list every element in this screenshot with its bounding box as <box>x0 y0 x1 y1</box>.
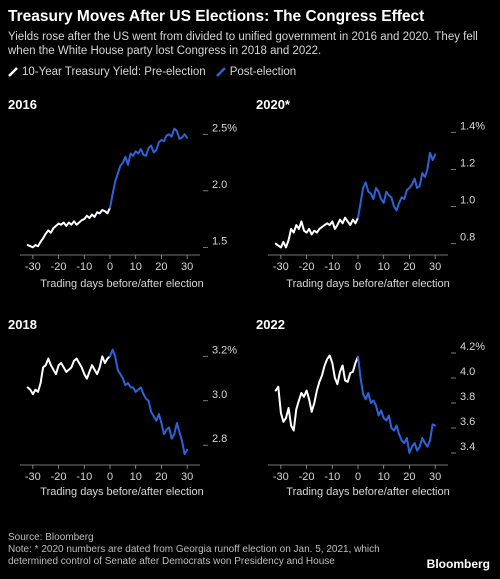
y-tick-label: 3.0 <box>212 389 227 401</box>
xlabel-2018: Trading days before/after election <box>40 486 204 498</box>
panel-title-2018: 2018 <box>8 317 37 332</box>
x-tick-label: 10 <box>378 261 390 273</box>
x-tick-label: -10 <box>76 261 92 273</box>
chart-2020: -30 -20 -10 0 10 20 30 0.8 1.0 1.2 1.4% <box>268 120 485 273</box>
y-tick-label: 3.6 <box>460 416 475 428</box>
y-tick-label: 0.8 <box>460 232 475 244</box>
series-line-post-election <box>109 127 189 209</box>
x-tick-label: -30 <box>273 471 289 483</box>
panel-title-2020: 2020* <box>256 97 290 112</box>
x-tick-label: -20 <box>51 471 67 483</box>
y-tick-label: 4.2% <box>460 341 485 353</box>
y-tick-label: 1.5 <box>212 235 227 247</box>
footnote: Note: * 2020 numbers are dated from Geor… <box>8 544 380 567</box>
xlabel-2016: Trading days before/after election <box>40 278 204 290</box>
y-tick-label: 4.0 <box>460 366 475 378</box>
legend-post-label: Post-election <box>229 66 297 78</box>
panel-title-2022: 2022 <box>256 317 285 332</box>
legend-item-post: Post-election <box>215 66 297 78</box>
xlabel-2020: Trading days before/after election <box>286 278 450 290</box>
x-tick-label: 0 <box>355 471 361 483</box>
chart-2022: -30 -20 -10 0 10 20 30 3.4 3.6 3.8 4.0 4.2% <box>268 341 485 483</box>
x-tick-label: 0 <box>355 261 361 273</box>
chart-title: Treasury Moves After US Elections: The C… <box>8 8 425 25</box>
x-tick-label: -20 <box>299 471 315 483</box>
x-tick-label: 0 <box>107 471 113 483</box>
series-line-pre-election <box>274 354 359 432</box>
y-tick-label: 3.8 <box>460 391 475 403</box>
x-tick-label: 30 <box>429 261 441 273</box>
series-line-post-election <box>357 355 437 454</box>
x-tick-label: 30 <box>181 471 193 483</box>
y-tick-label: 3.2% <box>212 344 237 356</box>
x-tick-label: 20 <box>155 471 167 483</box>
x-tick-label: 20 <box>155 261 167 273</box>
x-tick-label: 0 <box>107 261 113 273</box>
series-line-pre-election <box>274 216 359 249</box>
x-tick-label: 20 <box>403 471 415 483</box>
x-tick-label: 30 <box>181 261 193 273</box>
x-tick-label: -20 <box>299 261 315 273</box>
y-tick-label: 1.0 <box>460 195 475 207</box>
chart-2016: -30 -20 -10 0 10 20 30 1.5 2.0 2.5% <box>20 122 237 273</box>
series-line-pre-election <box>26 206 111 249</box>
source-note: Source: Bloomberg <box>8 532 94 543</box>
chart-2018: -30 -20 -10 0 10 20 30 2.8 3.0 3.2% <box>20 344 237 483</box>
legend: 10-Year Treasury Yield: Pre-election Pos… <box>8 66 306 78</box>
panel-title-2016: 2016 <box>8 97 37 112</box>
series-line-post-election <box>357 151 437 219</box>
xlabel-2022: Trading days before/after election <box>286 486 450 498</box>
legend-item-pre: 10-Year Treasury Yield: Pre-election <box>8 66 206 78</box>
y-tick-label: 1.2 <box>460 157 475 169</box>
x-tick-label: -20 <box>51 261 67 273</box>
y-tick-label: 2.8 <box>212 433 227 445</box>
y-tick-label: 1.4% <box>460 120 485 132</box>
bloomberg-logo: Bloomberg <box>426 557 490 571</box>
x-tick-label: 10 <box>130 261 142 273</box>
x-tick-label: -30 <box>273 261 289 273</box>
series-line-pre-election <box>26 355 111 396</box>
x-tick-label: 30 <box>429 471 441 483</box>
legend-pre-swatch-icon <box>8 67 18 77</box>
x-tick-label: -10 <box>324 261 340 273</box>
x-tick-label: -10 <box>324 471 340 483</box>
x-tick-label: 10 <box>378 471 390 483</box>
x-tick-label: -10 <box>76 471 92 483</box>
y-tick-label: 2.0 <box>212 179 227 191</box>
x-tick-label: -30 <box>25 261 41 273</box>
legend-pre-label: 10-Year Treasury Yield: Pre-election <box>22 66 206 78</box>
legend-post-swatch-icon <box>215 67 226 77</box>
x-tick-label: 20 <box>403 261 415 273</box>
chart-subtitle: Yields rose after the US went from divid… <box>8 31 478 57</box>
x-tick-label: -30 <box>25 471 41 483</box>
y-tick-label: 3.4 <box>460 441 475 453</box>
series-line-post-election <box>109 348 189 456</box>
x-tick-label: 10 <box>130 471 142 483</box>
y-tick-label: 2.5% <box>212 122 237 134</box>
